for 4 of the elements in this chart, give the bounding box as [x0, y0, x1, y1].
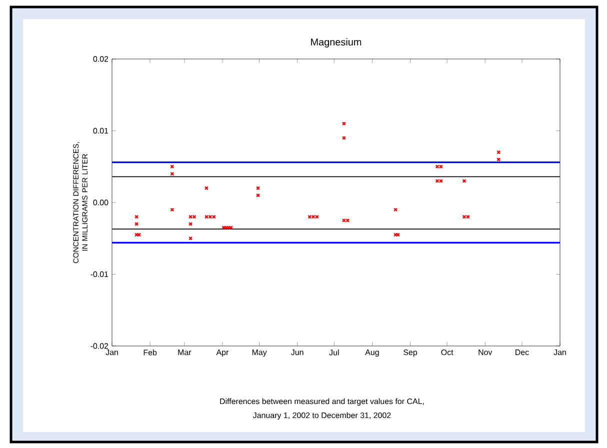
point	[204, 214, 209, 219]
chart-title: Magnesium	[311, 38, 362, 48]
point	[462, 178, 466, 183]
point	[435, 178, 440, 183]
